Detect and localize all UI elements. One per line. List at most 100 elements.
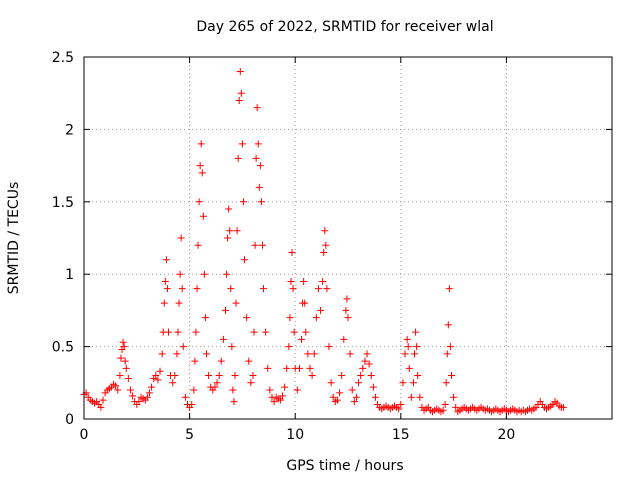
data-point bbox=[116, 372, 124, 380]
data-point bbox=[237, 89, 245, 97]
data-point bbox=[97, 403, 105, 411]
data-point bbox=[270, 398, 278, 406]
data-point bbox=[325, 343, 333, 351]
data-point bbox=[251, 241, 259, 249]
y-tick-label: 2.5 bbox=[52, 50, 74, 66]
tick-labels: 0 5 10 15 20 0 0.5 1 1.5 2 2.5 bbox=[52, 50, 516, 443]
data-point bbox=[250, 328, 258, 336]
data-point bbox=[439, 406, 447, 414]
data-point bbox=[321, 227, 329, 235]
data-point bbox=[194, 241, 202, 249]
data-point bbox=[346, 350, 354, 358]
data-point bbox=[312, 314, 320, 322]
data-point bbox=[361, 357, 369, 365]
data-point bbox=[308, 372, 316, 380]
data-point bbox=[322, 241, 330, 249]
data-point bbox=[236, 67, 244, 75]
data-point bbox=[256, 162, 264, 170]
data-point bbox=[154, 376, 162, 384]
data-point bbox=[283, 364, 291, 372]
data-point bbox=[254, 140, 262, 148]
data-point bbox=[450, 393, 458, 401]
data-point bbox=[285, 343, 293, 351]
data-point bbox=[158, 350, 166, 358]
data-point bbox=[135, 398, 143, 406]
data-point bbox=[258, 241, 266, 249]
data-point bbox=[266, 386, 274, 394]
data-point bbox=[293, 386, 301, 394]
data-point bbox=[342, 306, 350, 314]
data-point bbox=[199, 212, 207, 220]
data-point bbox=[407, 393, 415, 401]
data-point bbox=[174, 328, 182, 336]
data-point bbox=[164, 328, 172, 336]
data-point bbox=[350, 398, 358, 406]
data-point bbox=[239, 198, 247, 206]
data-point bbox=[171, 372, 179, 380]
data-point bbox=[121, 357, 129, 365]
data-point bbox=[145, 389, 153, 397]
data-point bbox=[295, 364, 303, 372]
data-point bbox=[304, 350, 312, 358]
y-tick-label: 2 bbox=[65, 122, 74, 138]
data-point bbox=[179, 343, 187, 351]
data-point bbox=[357, 372, 365, 380]
data-point bbox=[190, 386, 198, 394]
data-point bbox=[234, 154, 242, 162]
data-point bbox=[397, 401, 405, 409]
data-point bbox=[226, 227, 234, 235]
data-point bbox=[413, 343, 421, 351]
x-tick-label: 20 bbox=[497, 427, 515, 443]
data-point bbox=[344, 314, 352, 322]
data-point bbox=[114, 386, 122, 394]
data-point bbox=[126, 386, 134, 394]
data-point bbox=[228, 343, 236, 351]
data-point bbox=[412, 328, 420, 336]
y-axis-label: SRMTID / TECUs bbox=[6, 182, 22, 295]
data-point bbox=[181, 393, 189, 401]
data-point bbox=[230, 398, 238, 406]
data-point bbox=[257, 198, 265, 206]
y-tick-label: 0 bbox=[65, 412, 74, 428]
data-point bbox=[227, 285, 235, 293]
data-point bbox=[191, 357, 199, 365]
data-point bbox=[229, 386, 237, 394]
data-point bbox=[262, 328, 270, 336]
data-point bbox=[414, 372, 422, 380]
data-point bbox=[301, 299, 309, 307]
data-point bbox=[255, 183, 263, 191]
data-point bbox=[217, 357, 225, 365]
data-point bbox=[162, 256, 170, 264]
data-point bbox=[333, 396, 341, 404]
data-point bbox=[290, 328, 298, 336]
data-point bbox=[201, 314, 209, 322]
data-point bbox=[369, 383, 377, 391]
data-point bbox=[446, 343, 454, 351]
data-point bbox=[264, 364, 272, 372]
data-point bbox=[399, 379, 407, 387]
data-point bbox=[231, 372, 239, 380]
data-point bbox=[363, 350, 371, 358]
data-point bbox=[306, 364, 314, 372]
data-point bbox=[176, 270, 184, 278]
data-point bbox=[232, 299, 240, 307]
data-point bbox=[338, 372, 346, 380]
data-point bbox=[241, 256, 249, 264]
data-point bbox=[215, 372, 223, 380]
data-point bbox=[197, 140, 205, 148]
data-point bbox=[173, 350, 181, 358]
data-point bbox=[352, 393, 360, 401]
data-point bbox=[302, 328, 310, 336]
data-point bbox=[327, 379, 335, 387]
y-tick-label: 1 bbox=[65, 267, 74, 283]
data-point bbox=[260, 285, 268, 293]
data-point bbox=[336, 389, 344, 397]
data-point bbox=[405, 364, 413, 372]
data-point bbox=[365, 360, 373, 368]
x-tick-label: 10 bbox=[286, 427, 304, 443]
data-point bbox=[156, 367, 164, 375]
data-point bbox=[175, 299, 183, 307]
data-point bbox=[416, 393, 424, 401]
data-point bbox=[276, 396, 284, 404]
data-point bbox=[314, 285, 322, 293]
